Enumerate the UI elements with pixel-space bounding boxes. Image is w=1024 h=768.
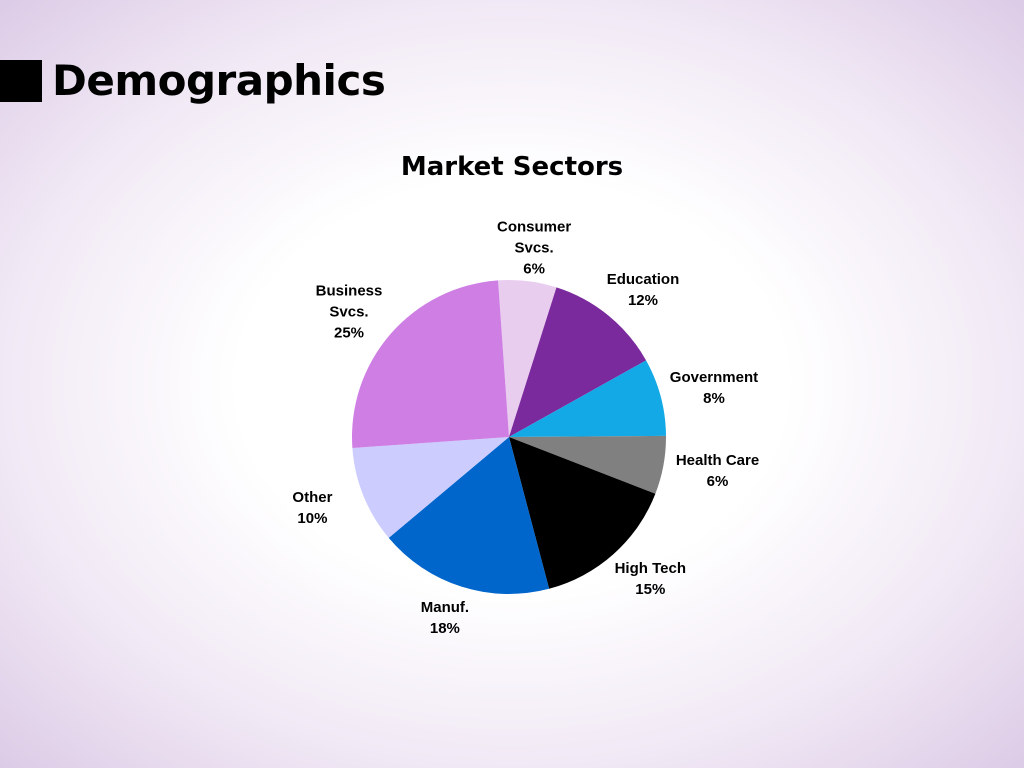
value-label: 12% bbox=[627, 291, 658, 309]
data-label: Business Svcs. 25% bbox=[316, 281, 383, 344]
pie-slice bbox=[509, 360, 666, 437]
category-label: Consumer Svcs. bbox=[497, 218, 572, 257]
pie-slice bbox=[509, 287, 647, 437]
data-label: Manuf. 18% bbox=[421, 597, 469, 639]
chart-title: Market Sectors bbox=[400, 152, 624, 182]
value-label: 25% bbox=[333, 324, 365, 342]
category-label: Government bbox=[669, 369, 759, 387]
pie-slice bbox=[352, 437, 509, 538]
value-label: 6% bbox=[523, 260, 545, 278]
slide-title: Demographics bbox=[52, 56, 386, 105]
pie-slice bbox=[509, 435, 666, 494]
value-label: 10% bbox=[297, 510, 328, 528]
category-label: Education bbox=[606, 270, 680, 288]
category-label: Other bbox=[292, 489, 333, 507]
value-label: 18% bbox=[429, 620, 460, 638]
data-label: Education 12% bbox=[607, 269, 680, 311]
category-label: Manuf. bbox=[420, 599, 470, 617]
pie-slice bbox=[509, 437, 656, 589]
pie-slice bbox=[352, 280, 509, 448]
category-label: Business Svcs. bbox=[315, 282, 383, 321]
data-label: Consumer Svcs. 6% bbox=[497, 217, 571, 280]
value-label: 8% bbox=[703, 390, 725, 408]
data-label: Other 10% bbox=[292, 487, 332, 529]
category-label: High Tech bbox=[614, 559, 686, 577]
data-label: High Tech 15% bbox=[615, 558, 686, 600]
category-label: Health Care bbox=[675, 452, 760, 470]
value-label: 15% bbox=[635, 580, 666, 598]
pie-slice bbox=[388, 437, 550, 594]
title-marker bbox=[0, 60, 42, 102]
data-label: Government 8% bbox=[670, 367, 758, 409]
value-label: 6% bbox=[706, 473, 729, 491]
data-label: Health Care 6% bbox=[676, 450, 759, 492]
pie-slice bbox=[498, 280, 557, 437]
